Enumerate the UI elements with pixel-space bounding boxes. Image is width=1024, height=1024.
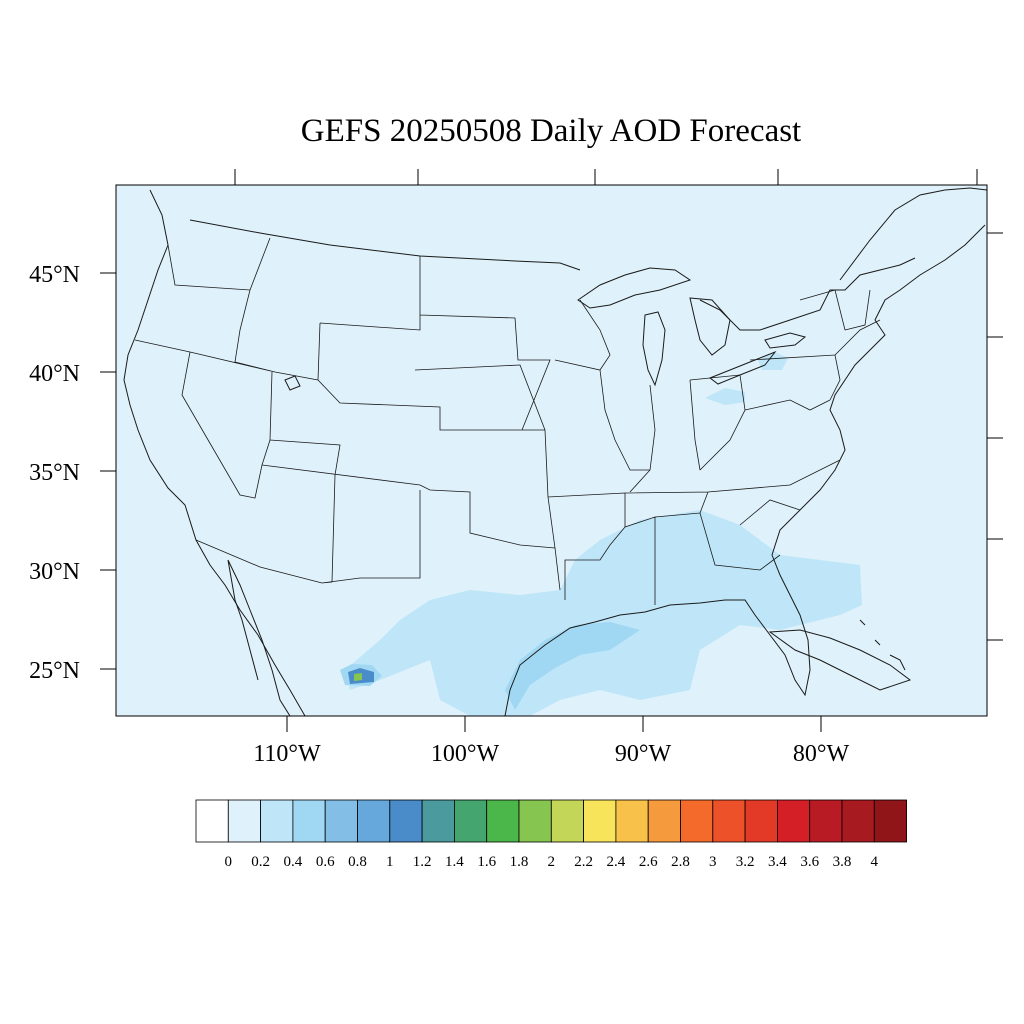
lake-michigan (642, 311, 666, 387)
right-ticks (987, 232, 1003, 641)
lake-ontario (764, 332, 807, 349)
colorbar-swatch (712, 799, 746, 843)
colorbar-label: 3.8 (833, 854, 852, 870)
colorbar-label: 1.6 (477, 854, 496, 870)
colorbar-swatch (260, 799, 294, 843)
colorbar-swatch (227, 799, 262, 843)
map-title: GEFS 20250508 Daily AOD Forecast (301, 113, 801, 149)
colorbar-swatch (841, 799, 875, 843)
bottom-ticks (286, 716, 822, 732)
lat-label: 30°N (29, 559, 80, 585)
bahamas (859, 619, 906, 671)
aod-region-pennsylvania (758, 352, 788, 370)
colorbar-label: 0 (225, 854, 233, 870)
colorbar-swatch (744, 799, 778, 843)
lake-superior (577, 267, 692, 309)
west-coast (123, 189, 306, 716)
baja (227, 559, 291, 716)
colorbar-label: 3.2 (736, 854, 755, 870)
colorbar-label: 1.8 (510, 854, 529, 870)
colorbar-label: 2.8 (671, 854, 690, 870)
gulf-coast (504, 224, 986, 716)
colorbar-swatch (615, 799, 649, 843)
lon-label: 100°W (431, 741, 500, 767)
aod-region-texas-coast (505, 622, 640, 710)
colorbar-label: 3.4 (768, 854, 787, 870)
colorbar-label: 2 (548, 854, 556, 870)
colorbar: 0 0.2 0.4 0.6 0.8 1 1.2 1.4 1.6 1.8 2 2.2 2.4 2.6 2.8 3… (195, 799, 907, 870)
lake-huron (689, 297, 731, 356)
colorbar-label: 3.6 (800, 854, 819, 870)
colorbar-swatch (680, 799, 714, 843)
colorbar-swatch (550, 799, 584, 843)
colorbar-swatch (389, 799, 423, 843)
colorbar-label: 1.2 (413, 854, 432, 870)
canada-shore (839, 187, 987, 281)
lon-label: 80°W (793, 741, 850, 767)
aod-hotspot-core (354, 673, 362, 681)
aod-region-ohio (705, 388, 745, 405)
top-ticks (234, 169, 978, 185)
colorbar-swatch (421, 799, 455, 843)
colorbar-swatch (324, 799, 358, 843)
lat-label: 40°N (29, 361, 80, 387)
colorbar-swatch (583, 799, 617, 843)
lat-label: 35°N (29, 460, 80, 486)
left-ticks (100, 272, 116, 670)
colorbar-swatch (453, 799, 488, 843)
colorbar-swatch (292, 799, 326, 843)
colorbar-label: 4 (871, 854, 879, 870)
colorbar-label: 2.6 (639, 854, 658, 870)
coastlines-and-borders (123, 187, 987, 716)
colorbar-swatch (486, 799, 520, 843)
lon-label: 110°W (253, 741, 321, 767)
cuba (768, 629, 912, 691)
colorbar-label: 0.2 (251, 854, 270, 870)
colorbar-label: 1.4 (445, 854, 464, 870)
lat-label: 25°N (29, 658, 80, 684)
colorbar-swatch (777, 799, 811, 843)
map-panel: 45°N 40°N 35°N 30°N 25°N 110°W 100°W 90°… (29, 169, 1003, 767)
colorbar-label: 2.2 (574, 854, 593, 870)
aod-region-southeast (345, 510, 862, 716)
colorbar-label: 0.8 (348, 854, 367, 870)
colorbar-swatch (518, 799, 552, 843)
state-borders (134, 237, 881, 605)
colorbar-label: 0.4 (284, 854, 303, 870)
lon-label: 90°W (615, 741, 672, 767)
great-salt-lake (284, 375, 301, 391)
lat-label: 45°N (29, 262, 80, 288)
colorbar-swatch (873, 799, 907, 843)
colorbar-swatch (195, 799, 229, 843)
colorbar-swatch (809, 799, 843, 843)
aod-shading (340, 352, 862, 716)
map-frame (115, 184, 988, 717)
colorbar-label: 2.4 (607, 854, 626, 870)
colorbar-swatch (357, 799, 391, 843)
colorbar-label: 3 (709, 854, 717, 870)
colorbar-swatch (647, 799, 681, 843)
colorbar-label: 0.6 (316, 854, 335, 870)
colorbar-label: 1 (386, 854, 394, 870)
